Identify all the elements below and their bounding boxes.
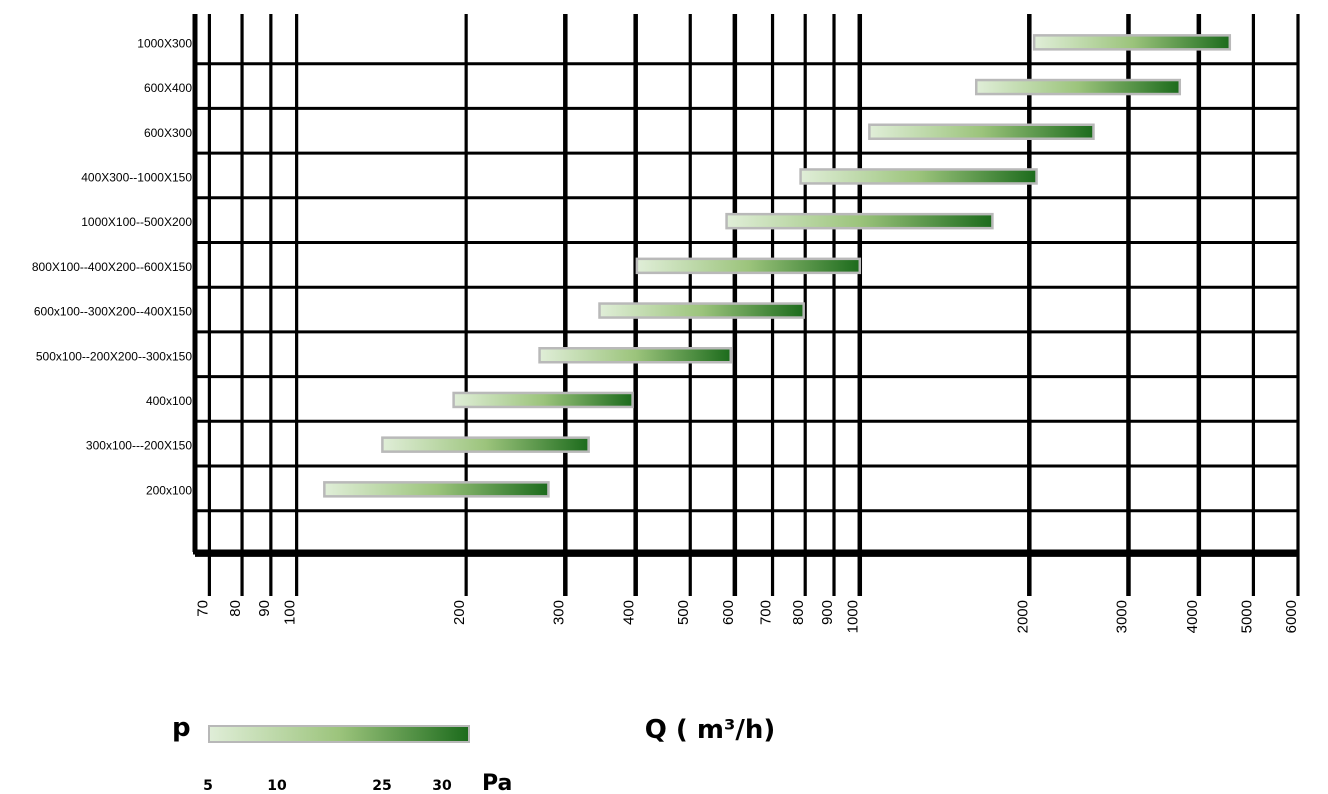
category-label: 1000X100--500X200 — [81, 215, 192, 229]
x-tick-label: 700 — [758, 600, 775, 625]
category-label: 200x100 — [146, 483, 192, 497]
x-tick-label: 4000 — [1184, 600, 1201, 633]
chart-grid — [192, 14, 1300, 596]
range-bar — [323, 481, 550, 498]
category-label: 800X100--400X200--600X150 — [32, 260, 192, 274]
x-tick-labels: 70 80 90 100 200 300 400 500 600 700 800 900 1000 200… — [194, 600, 1300, 633]
range-bar — [725, 212, 994, 230]
legend-unit: Pa — [482, 771, 512, 794]
x-tick-label: 500 — [675, 600, 692, 625]
range-bar — [799, 168, 1038, 185]
category-label: 1000X300 — [137, 36, 192, 50]
range-bar — [381, 436, 590, 453]
x-tick-label: 5000 — [1238, 600, 1255, 633]
category-label: 400X300--1000X150 — [81, 170, 192, 184]
x-tick-label: 900 — [819, 600, 836, 625]
range-bar — [598, 302, 805, 319]
category-label: 300x100---200X150 — [86, 439, 192, 453]
pressure-legend: p 5 10 25 30 Pa — [172, 713, 512, 794]
range-bar — [635, 257, 862, 275]
x-tick-label: 90 — [256, 600, 273, 617]
legend-tick-label: 5 — [203, 778, 213, 794]
x-axis-label: Q ( m³/h) — [645, 715, 775, 745]
range-bar — [538, 347, 732, 364]
x-tick-label: 2000 — [1014, 600, 1031, 633]
category-label: 600x100--300X200--400X150 — [34, 305, 192, 319]
x-tick-label: 400 — [621, 600, 638, 625]
x-tick-label: 100 — [282, 600, 299, 625]
category-label: 600X400 — [144, 81, 192, 95]
legend-ticks: 5 10 25 30 — [203, 778, 452, 794]
x-tick-label: 800 — [790, 600, 807, 625]
x-tick-label: 200 — [451, 600, 468, 625]
range-bar — [975, 78, 1182, 96]
range-bar — [452, 391, 634, 409]
range-bar — [868, 123, 1095, 140]
legend-gradient-bar — [208, 725, 470, 743]
legend-tick-label: 25 — [372, 778, 391, 794]
category-label: 500x100--200X200--300x150 — [36, 349, 192, 363]
category-label: 400x100 — [146, 394, 192, 408]
range-bar — [1032, 34, 1232, 51]
x-tick-label: 70 — [194, 600, 211, 617]
x-tick-label: 6000 — [1283, 600, 1300, 633]
legend-tick-label: 10 — [267, 778, 287, 794]
category-labels: 1000X300 600X400 600X300 400X300--1000X150 1… — [32, 36, 192, 497]
legend-tick-label: 30 — [432, 778, 452, 794]
x-tick-label: 80 — [227, 600, 244, 617]
x-tick-label: 3000 — [1113, 600, 1130, 633]
x-tick-label: 300 — [550, 600, 567, 625]
range-bars — [323, 34, 1232, 498]
x-tick-label: 1000 — [845, 600, 862, 633]
legend-label: p — [172, 713, 191, 743]
x-tick-label: 600 — [720, 600, 737, 625]
category-label: 600X300 — [144, 126, 192, 140]
